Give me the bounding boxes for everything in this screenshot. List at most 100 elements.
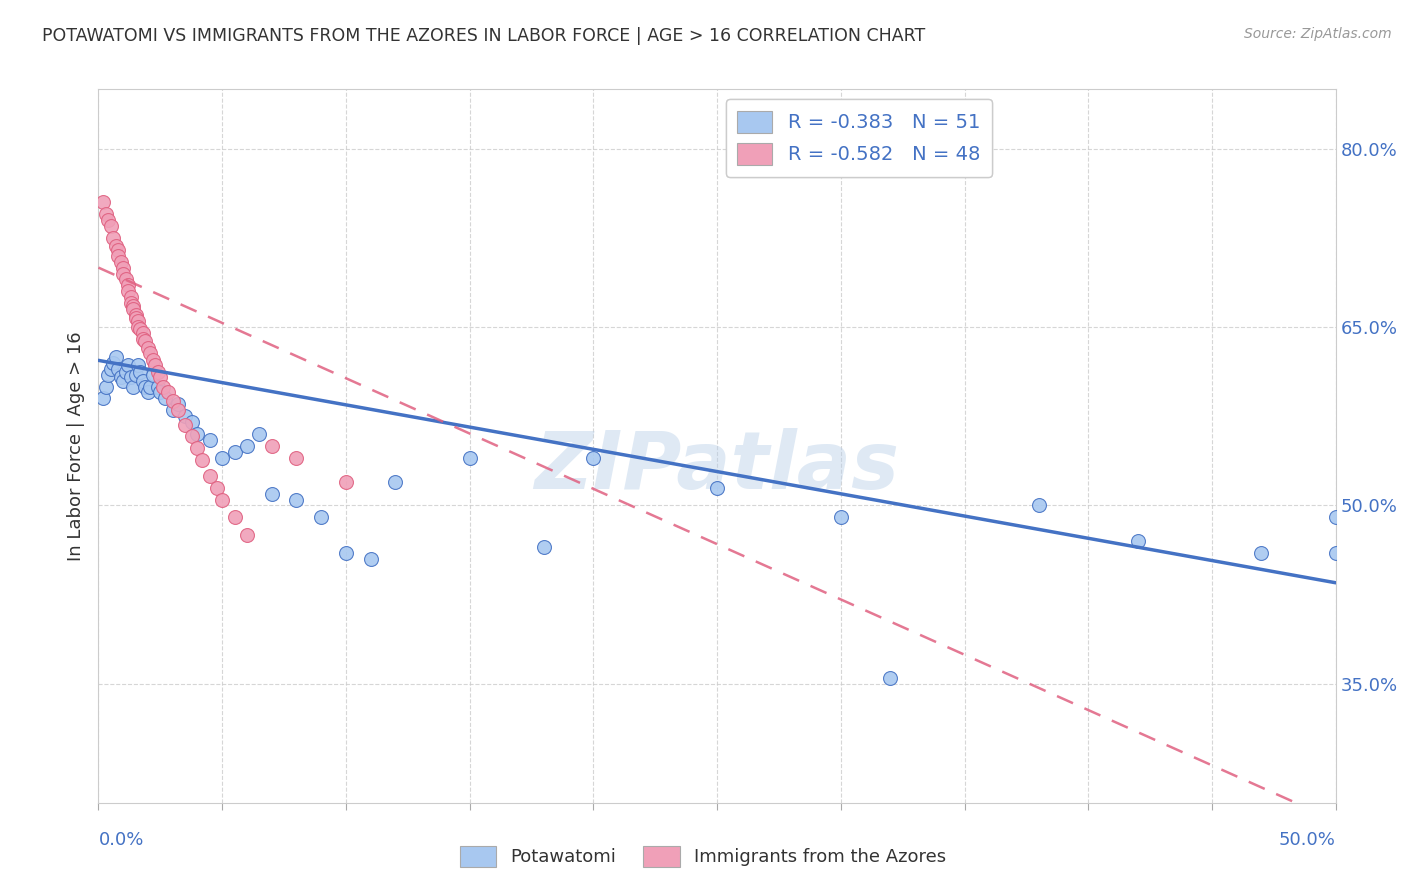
Point <box>205 481 228 495</box>
Point <box>142 368 165 382</box>
Point <box>152 379 174 393</box>
Point <box>122 379 145 393</box>
Point <box>181 415 204 429</box>
Point <box>1324 510 1347 524</box>
Point <box>129 322 152 336</box>
Point <box>100 361 122 376</box>
Point <box>134 334 156 349</box>
Point <box>110 370 132 384</box>
Point <box>335 546 357 560</box>
Point <box>146 379 169 393</box>
Point <box>186 427 208 442</box>
Point <box>146 365 169 379</box>
Point <box>114 272 136 286</box>
Text: ZIPatlas: ZIPatlas <box>534 428 900 507</box>
Point <box>127 358 149 372</box>
Point <box>124 310 146 325</box>
Point <box>117 278 139 293</box>
Point <box>224 445 246 459</box>
Text: Source: ZipAtlas.com: Source: ZipAtlas.com <box>1244 27 1392 41</box>
Point <box>236 439 259 453</box>
Point <box>224 510 246 524</box>
Point <box>129 365 152 379</box>
Point <box>104 239 127 253</box>
Point <box>139 346 162 360</box>
Point <box>107 361 129 376</box>
Point <box>533 540 555 554</box>
Point <box>132 326 155 340</box>
Point <box>132 332 155 346</box>
Point <box>112 267 135 281</box>
Point <box>174 417 197 432</box>
Point <box>103 356 125 370</box>
Point <box>100 219 122 233</box>
Point <box>582 450 605 465</box>
Point <box>191 453 214 467</box>
Point <box>879 671 901 685</box>
Point <box>162 403 184 417</box>
Point <box>236 528 259 542</box>
Point <box>107 249 129 263</box>
Point <box>127 320 149 334</box>
Point <box>97 368 120 382</box>
Point <box>174 409 197 424</box>
Point <box>142 353 165 368</box>
Point <box>94 207 117 221</box>
Point <box>384 475 406 489</box>
Point <box>103 231 125 245</box>
Point <box>181 429 204 443</box>
Point <box>186 442 208 456</box>
Point <box>127 314 149 328</box>
Point <box>124 368 146 382</box>
Point <box>120 290 142 304</box>
Point <box>166 403 188 417</box>
Point <box>122 302 145 317</box>
Point <box>1324 546 1347 560</box>
Point <box>1250 546 1272 560</box>
Point <box>166 397 188 411</box>
Point <box>104 350 127 364</box>
Point <box>156 385 179 400</box>
Point <box>1028 499 1050 513</box>
Point <box>94 379 117 393</box>
Point <box>136 342 159 356</box>
Point <box>114 365 136 379</box>
Point <box>93 195 115 210</box>
Point <box>706 481 728 495</box>
Point <box>117 285 139 299</box>
Point <box>360 552 382 566</box>
Point <box>97 213 120 227</box>
Point <box>155 392 177 406</box>
Point <box>112 260 135 275</box>
Text: 0.0%: 0.0% <box>98 831 143 849</box>
Point <box>830 510 852 524</box>
Point <box>112 374 135 388</box>
Point <box>335 475 357 489</box>
Point <box>132 374 155 388</box>
Point <box>136 385 159 400</box>
Point <box>124 308 146 322</box>
Point <box>134 379 156 393</box>
Point <box>110 254 132 268</box>
Point <box>458 450 481 465</box>
Text: 50.0%: 50.0% <box>1279 831 1336 849</box>
Point <box>260 486 283 500</box>
Point <box>122 299 145 313</box>
Point <box>149 385 172 400</box>
Point <box>198 468 221 483</box>
Point <box>285 492 308 507</box>
Point <box>139 379 162 393</box>
Point <box>149 370 172 384</box>
Point <box>211 492 233 507</box>
Point <box>285 450 308 465</box>
Point <box>107 243 129 257</box>
Point <box>93 392 115 406</box>
Point <box>1126 534 1149 549</box>
Legend: Potawatomi, Immigrants from the Azores: Potawatomi, Immigrants from the Azores <box>453 838 953 874</box>
Point <box>309 510 332 524</box>
Legend: R = -0.383   N = 51, R = -0.582   N = 48: R = -0.383 N = 51, R = -0.582 N = 48 <box>725 99 991 177</box>
Text: POTAWATOMI VS IMMIGRANTS FROM THE AZORES IN LABOR FORCE | AGE > 16 CORRELATION C: POTAWATOMI VS IMMIGRANTS FROM THE AZORES… <box>42 27 925 45</box>
Point <box>211 450 233 465</box>
Point <box>247 427 270 442</box>
Point <box>117 358 139 372</box>
